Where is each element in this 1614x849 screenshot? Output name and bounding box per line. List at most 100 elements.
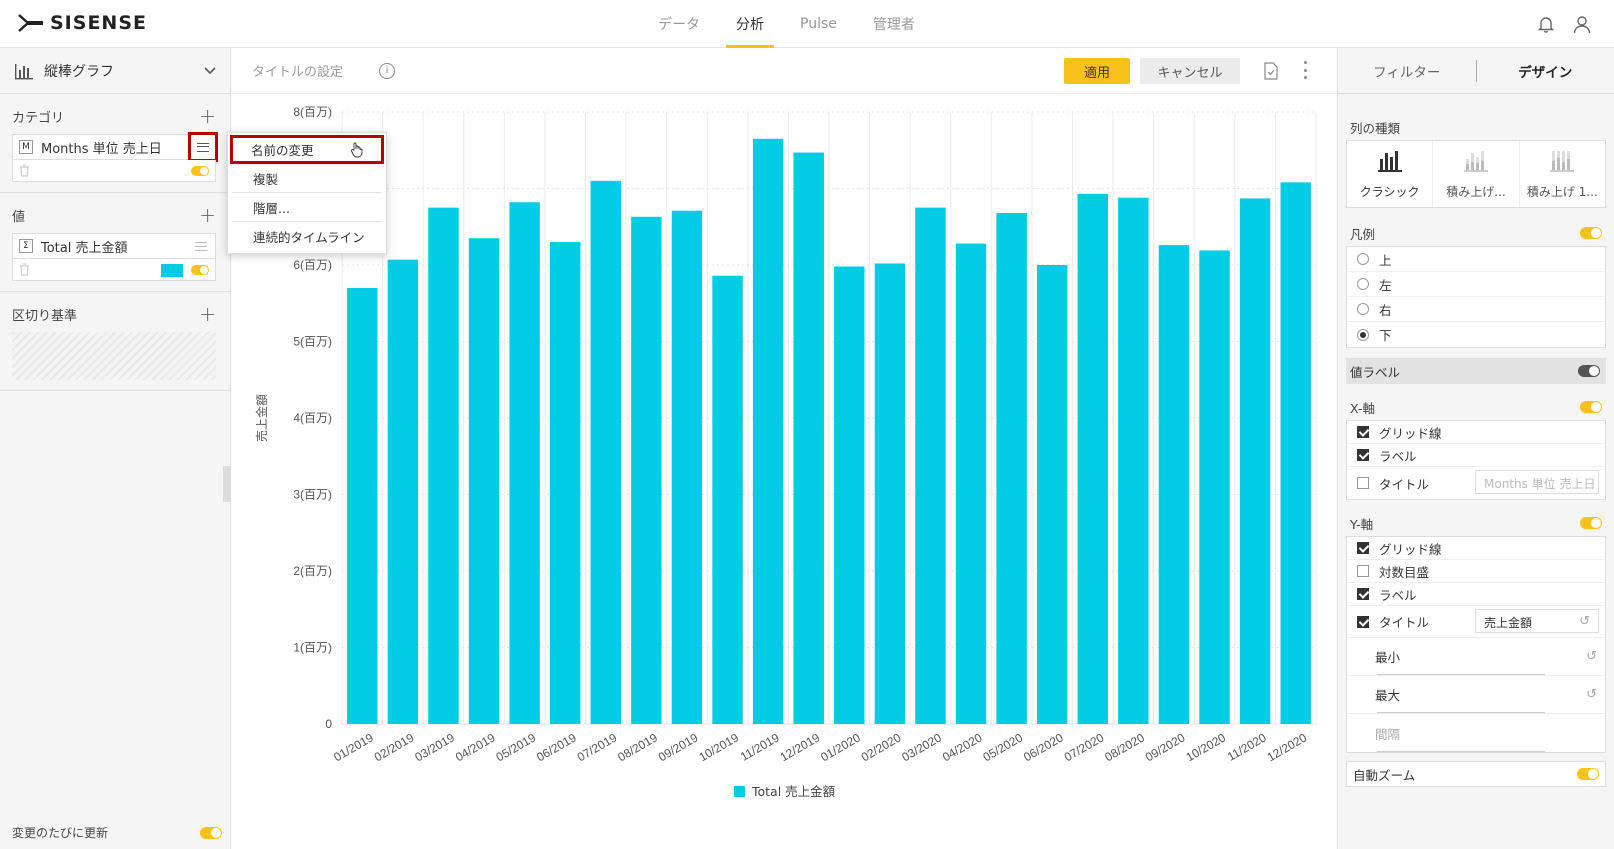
column-types-title: 列の種類	[1350, 120, 1401, 136]
checkbox[interactable]	[1357, 477, 1369, 489]
tab-filters[interactable]: フィルター	[1373, 64, 1441, 81]
auto-refresh-label: 変更のたびに更新	[12, 826, 109, 840]
nav-tab-analytics[interactable]: 分析	[718, 0, 782, 48]
save-icon[interactable]	[1264, 62, 1278, 80]
auto-refresh-toggle[interactable]	[200, 826, 222, 839]
menu-item-hierarchy[interactable]: 階層...	[232, 193, 382, 222]
trash-icon[interactable]	[19, 263, 30, 276]
value-labels-toggle[interactable]	[1578, 365, 1600, 377]
value-field-toggle[interactable]	[191, 265, 209, 275]
legend-option-left[interactable]: 左	[1347, 272, 1605, 297]
cancel-button[interactable]: キャンセル	[1140, 58, 1240, 84]
add-breakby-icon[interactable]: +	[199, 302, 216, 326]
bell-icon[interactable]	[1536, 14, 1556, 34]
hamburger-icon	[195, 242, 207, 251]
checkbox[interactable]	[1357, 565, 1369, 577]
bar	[955, 243, 987, 724]
nav-tab-admin[interactable]: 管理者	[872, 17, 915, 33]
data-panel: 縦棒グラフ カテゴリ + M Months 単位 売上日 値 + Σ Total…	[0, 48, 231, 849]
column-type-label: クラシック	[1359, 184, 1420, 199]
column-type-classic[interactable]: クラシック	[1347, 141, 1434, 207]
radio-button[interactable]	[1357, 278, 1369, 290]
menu-item-continuous-timeline[interactable]: 連続的タイムライン	[253, 230, 365, 245]
series-color-swatch[interactable]	[161, 264, 183, 277]
legend-label: Total 売上金額	[751, 784, 836, 799]
radio-button[interactable]	[1357, 253, 1369, 265]
category-field-toggle[interactable]	[191, 166, 209, 176]
value-field-label: Total 売上金額	[41, 240, 128, 256]
x-axis-labels-option[interactable]: ラベル	[1347, 444, 1605, 467]
y-axis-log-option[interactable]: 対数目盛	[1347, 560, 1605, 583]
breakby-dropzone[interactable]	[12, 332, 216, 380]
y-axis-min-row[interactable]: 最小 ↺	[1347, 638, 1605, 676]
checkbox[interactable]	[1357, 542, 1369, 554]
reset-icon[interactable]: ↺	[1586, 687, 1597, 702]
menu-item-duplicate[interactable]: 複製	[232, 164, 382, 193]
column-type-stacked-100[interactable]: 積み上げ 1...	[1520, 141, 1605, 207]
x-axis-title-input[interactable]: Months 単位 売上日	[1475, 470, 1599, 494]
info-icon[interactable]: i	[379, 62, 396, 79]
y-axis-title-option[interactable]: タイトル 売上金額 ↺	[1347, 606, 1605, 638]
field-menu-button[interactable]	[188, 132, 218, 162]
y-axis-section-title: Y-軸	[1338, 510, 1614, 536]
add-category-icon[interactable]: +	[199, 104, 216, 128]
sisense-logo-icon	[18, 14, 43, 32]
trash-icon[interactable]	[19, 164, 30, 177]
hand-cursor-icon	[350, 142, 362, 157]
value-field[interactable]: Σ Total 売上金額	[12, 233, 216, 259]
legend-option-right[interactable]: 右	[1347, 297, 1605, 322]
checkbox[interactable]	[1357, 426, 1369, 438]
y-tick-label: 8(百万)	[293, 105, 332, 119]
legend-toggle[interactable]	[1580, 227, 1602, 239]
radio-button[interactable]	[1357, 328, 1369, 341]
x-tick-label: 08/2019	[615, 730, 660, 764]
collapse-panel-handle[interactable]	[223, 466, 231, 502]
x-tick-label: 09/2020	[1143, 730, 1188, 764]
x-tick-label: 10/2019	[696, 730, 741, 764]
y-axis-interval-row[interactable]: 間隔	[1347, 714, 1605, 752]
bar	[834, 266, 865, 724]
widget-title-input[interactable]: タイトルの設定	[252, 65, 344, 80]
tab-design[interactable]: デザイン	[1518, 64, 1573, 81]
checkbox[interactable]	[1357, 588, 1369, 600]
bar	[1036, 265, 1068, 724]
sisense-logo[interactable]: SISENSE	[18, 12, 147, 34]
y-axis-title-input[interactable]: 売上金額 ↺	[1475, 609, 1599, 633]
reset-icon[interactable]: ↺	[1586, 649, 1597, 664]
x-axis-toggle[interactable]	[1580, 401, 1602, 413]
column-type-label: 積み上げ...	[1446, 184, 1506, 199]
reset-icon[interactable]: ↺	[1579, 614, 1590, 629]
values-title: 値	[12, 209, 26, 225]
x-axis-title-option[interactable]: タイトル Months 単位 売上日	[1347, 467, 1605, 499]
x-tick-label: 12/2019	[778, 730, 823, 764]
column-chart: 01(百万)2(百万)3(百万)4(百万)5(百万)6(百万)7(百万)8(百万…	[254, 105, 1317, 799]
x-tick-label: 05/2019	[494, 730, 539, 764]
auto-zoom-toggle[interactable]	[1577, 768, 1599, 780]
breakby-section: 区切り基準 +	[0, 292, 230, 391]
category-section: カテゴリ + M Months 単位 売上日	[0, 94, 230, 193]
y-axis-grid-option[interactable]: グリッド線	[1347, 537, 1605, 560]
nav-tab-pulse[interactable]: Pulse	[800, 16, 837, 32]
y-axis-max-row[interactable]: 最大 ↺	[1347, 676, 1605, 714]
bar	[874, 263, 906, 724]
legend-option-bottom[interactable]: 下	[1347, 322, 1605, 347]
add-value-icon[interactable]: +	[199, 203, 216, 227]
checkbox[interactable]	[1357, 449, 1369, 461]
legend-option-top[interactable]: 上	[1347, 247, 1605, 272]
column-type-stacked[interactable]: 積み上げ...	[1433, 141, 1520, 207]
more-options-icon[interactable]	[1304, 61, 1308, 79]
checkbox[interactable]	[1357, 615, 1369, 628]
menu-item-rename[interactable]: 名前の変更	[230, 135, 384, 164]
user-icon[interactable]	[1572, 14, 1592, 34]
menu-item-label: 名前の変更	[251, 143, 314, 158]
widget-type-selector[interactable]: 縦棒グラフ	[0, 48, 230, 94]
y-axis-toggle[interactable]	[1580, 517, 1602, 529]
y-axis-labels-option[interactable]: ラベル	[1347, 583, 1605, 606]
x-axis-grid-option[interactable]: グリッド線	[1347, 421, 1605, 444]
nav-tab-data[interactable]: データ	[658, 17, 700, 33]
stacked-column-icon	[1463, 150, 1488, 172]
value-field-menu[interactable]	[195, 242, 207, 251]
radio-button[interactable]	[1357, 303, 1369, 315]
category-field[interactable]: M Months 単位 売上日	[12, 132, 218, 162]
apply-button[interactable]: 適用	[1064, 58, 1130, 84]
